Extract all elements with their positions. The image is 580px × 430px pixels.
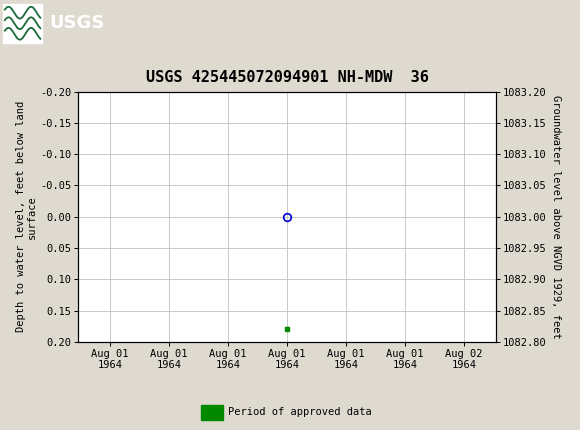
Y-axis label: Depth to water level, feet below land
surface: Depth to water level, feet below land su… xyxy=(16,101,37,332)
Y-axis label: Groundwater level above NGVD 1929, feet: Groundwater level above NGVD 1929, feet xyxy=(551,95,561,338)
Text: Period of approved data: Period of approved data xyxy=(229,407,372,417)
FancyBboxPatch shape xyxy=(3,4,42,43)
Text: USGS: USGS xyxy=(49,14,104,32)
FancyBboxPatch shape xyxy=(201,405,223,420)
Title: USGS 425445072094901 NH-MDW  36: USGS 425445072094901 NH-MDW 36 xyxy=(146,70,429,85)
